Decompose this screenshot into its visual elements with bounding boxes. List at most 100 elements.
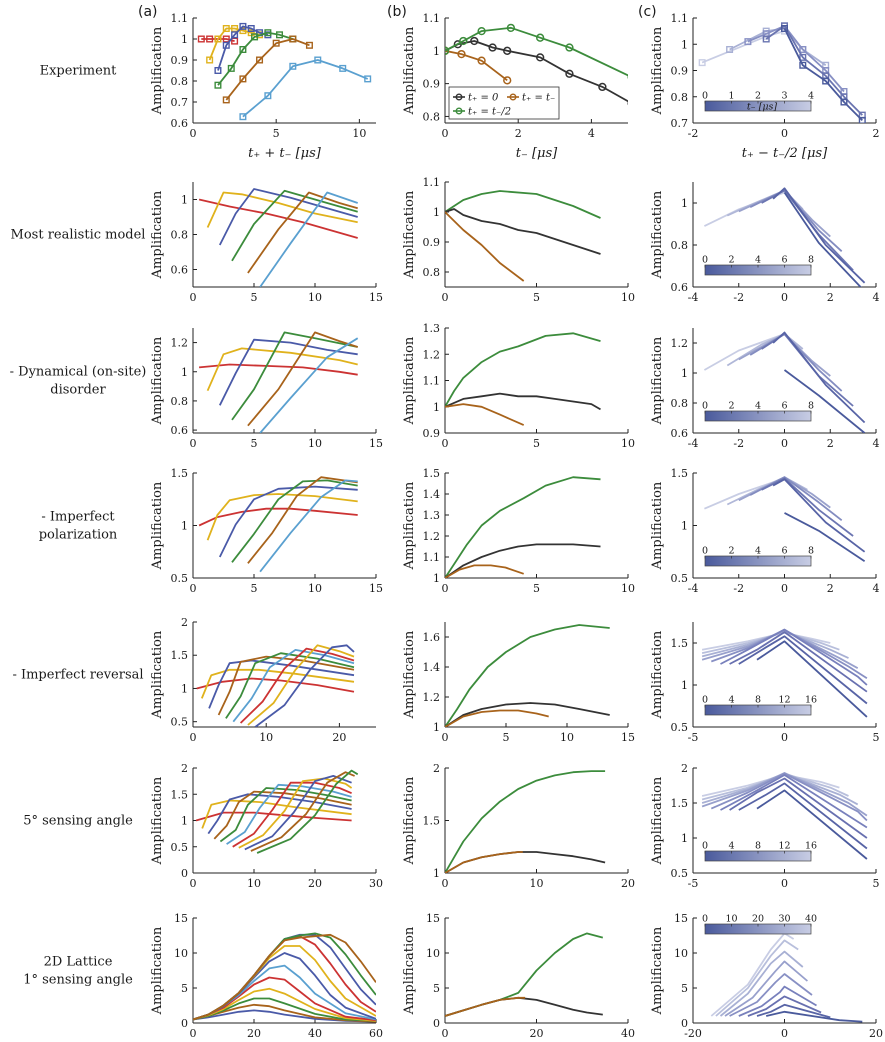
colorbar-tick-label: 4 — [808, 91, 814, 102]
colorbar-tick-label: 2 — [728, 401, 734, 412]
data-point — [503, 76, 512, 85]
x-tick-label: 10 — [621, 291, 635, 304]
data-point — [477, 26, 486, 36]
x-tick-label: 10 — [621, 437, 635, 450]
x-tick-label: 5 — [251, 582, 258, 595]
colorbar-tick-label: 8 — [755, 695, 761, 706]
series-line — [765, 1010, 863, 1023]
row-labels: Experiment Most realistic model - Dynamica… — [10, 64, 147, 988]
colorbar-tick-label: 0 — [702, 546, 708, 557]
y-tick-label: 0.6 — [171, 424, 189, 437]
x-tick-label: -2 — [733, 582, 744, 595]
panel-r3-c1: 0 5 10 1 1.1 1.2 1.3 1.4 1.5 Amplification — [402, 467, 635, 595]
series-group — [445, 23, 628, 106]
colorbar: 0 1 2 3 4 t₋ [μs] — [702, 91, 814, 113]
series-line — [218, 485, 358, 558]
column-label: (b) — [387, 4, 407, 20]
y-tick-label: 1.3 — [423, 322, 441, 335]
x-tick-label: 0 — [442, 127, 449, 140]
y-axis-label: Amplification — [650, 630, 665, 719]
series-line — [239, 647, 355, 724]
series-line — [445, 624, 610, 727]
series-line — [749, 189, 843, 252]
y-tick-label: 1.2 — [423, 348, 441, 361]
data-point — [227, 64, 235, 72]
series-group — [193, 932, 376, 1023]
series-line — [254, 644, 355, 727]
series-line — [729, 777, 868, 839]
data-point — [536, 33, 545, 42]
x-tick-label: 0 — [190, 877, 197, 890]
data-point — [840, 98, 848, 106]
y-tick-label: 1 — [433, 721, 440, 734]
series-line — [703, 333, 785, 371]
series-line — [259, 479, 358, 573]
y-tick-label: 0.8 — [171, 395, 189, 408]
x-tick-label: 0 — [781, 731, 788, 744]
y-tick-label: 1 — [433, 867, 440, 880]
data-point — [289, 62, 297, 70]
colorbar-tick-label: 20 — [752, 914, 764, 925]
series-line — [217, 31, 294, 86]
colorbar-tick-label: 0 — [702, 91, 708, 102]
y-tick-label: 0.9 — [423, 78, 441, 91]
colorbar-tick-label: 16 — [805, 695, 817, 706]
x-tick-label: 5 — [251, 437, 258, 450]
series-line — [772, 478, 866, 553]
series-line — [445, 851, 606, 873]
x-tick-label: 0 — [442, 1027, 449, 1040]
colorbar-tick-label: 4 — [728, 695, 734, 706]
colorbar-tick-label: 0 — [702, 695, 708, 706]
y-tick-label: 1 — [433, 45, 440, 58]
x-tick-label: 10 — [530, 877, 544, 890]
series-line — [445, 851, 523, 873]
colorbar-tick-label: 4 — [755, 401, 761, 412]
y-axis-label: Amplification — [650, 776, 665, 865]
series-line — [206, 493, 358, 541]
y-tick-label: 1.2 — [671, 337, 689, 350]
data-point — [762, 35, 770, 43]
series-group — [196, 644, 355, 727]
series-group — [199, 331, 359, 433]
x-tick-label: 4 — [873, 582, 880, 595]
data-point — [598, 82, 607, 92]
series-line — [738, 985, 817, 1017]
y-tick-label: 5 — [681, 982, 688, 995]
y-tick-label: 15 — [674, 912, 688, 925]
y-tick-label: 5 — [181, 982, 188, 995]
data-point — [339, 64, 347, 72]
y-tick-label: 0 — [681, 1017, 688, 1030]
series-group — [198, 188, 358, 287]
data-point — [477, 56, 486, 65]
x-tick-label: 10 — [352, 127, 366, 140]
series-line — [199, 363, 358, 376]
data-point — [459, 36, 468, 46]
y-axis-label: Amplification — [402, 481, 417, 570]
row-label: 1° sensing angle — [23, 973, 133, 988]
series-line — [247, 331, 358, 427]
y-tick-label: 0.6 — [671, 281, 689, 294]
x-tick-label: 2 — [827, 291, 834, 304]
row-label: disorder — [50, 383, 106, 398]
series-line — [715, 939, 799, 1017]
row-label: - Imperfect reversal — [12, 668, 143, 683]
series-line — [206, 347, 358, 392]
column-labels: (a) (b) (c) — [138, 4, 657, 20]
legend-entry: t₊ = 0 — [468, 93, 499, 104]
series-line — [231, 479, 358, 563]
panel-r6-c0: 0 20 40 60 0 5 10 15 Amplification — [150, 912, 383, 1040]
colorbar-tick-label: 6 — [781, 546, 787, 557]
y-tick-label: 0.6 — [171, 264, 189, 277]
series-line — [738, 635, 868, 705]
series-line — [729, 973, 813, 1017]
y-tick-label: 0.8 — [671, 91, 689, 104]
y-tick-label: 10 — [674, 947, 688, 960]
panel-r0-c0: 0 5 10 0.6 0.7 0.8 0.9 1 1.1 Amplification t₊ + t₋… — [150, 12, 376, 161]
column-label: (a) — [138, 4, 158, 20]
y-axis-label: Amplification — [150, 776, 165, 865]
legend-marker — [509, 93, 517, 101]
series-line — [225, 38, 310, 101]
series-line — [247, 476, 358, 564]
legend-marker — [455, 93, 463, 101]
x-tick-label: 10 — [308, 437, 322, 450]
